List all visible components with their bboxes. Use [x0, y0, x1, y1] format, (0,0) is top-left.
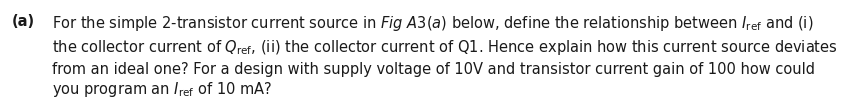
Text: you program an $I_{\rm ref}$ of 10 mA?: you program an $I_{\rm ref}$ of 10 mA?	[52, 80, 273, 97]
Text: (a): (a)	[12, 14, 35, 29]
Text: the collector current of $Q_{\rm ref}$, (ii) the collector current of Q1. Hence : the collector current of $Q_{\rm ref}$, …	[52, 38, 838, 57]
Text: from an ideal one? For a design with supply voltage of 10V and transistor curren: from an ideal one? For a design with sup…	[52, 62, 815, 77]
Text: For the simple 2-transistor current source in $\it{Fig\ A3(a)}$ below, define th: For the simple 2-transistor current sour…	[52, 14, 814, 33]
